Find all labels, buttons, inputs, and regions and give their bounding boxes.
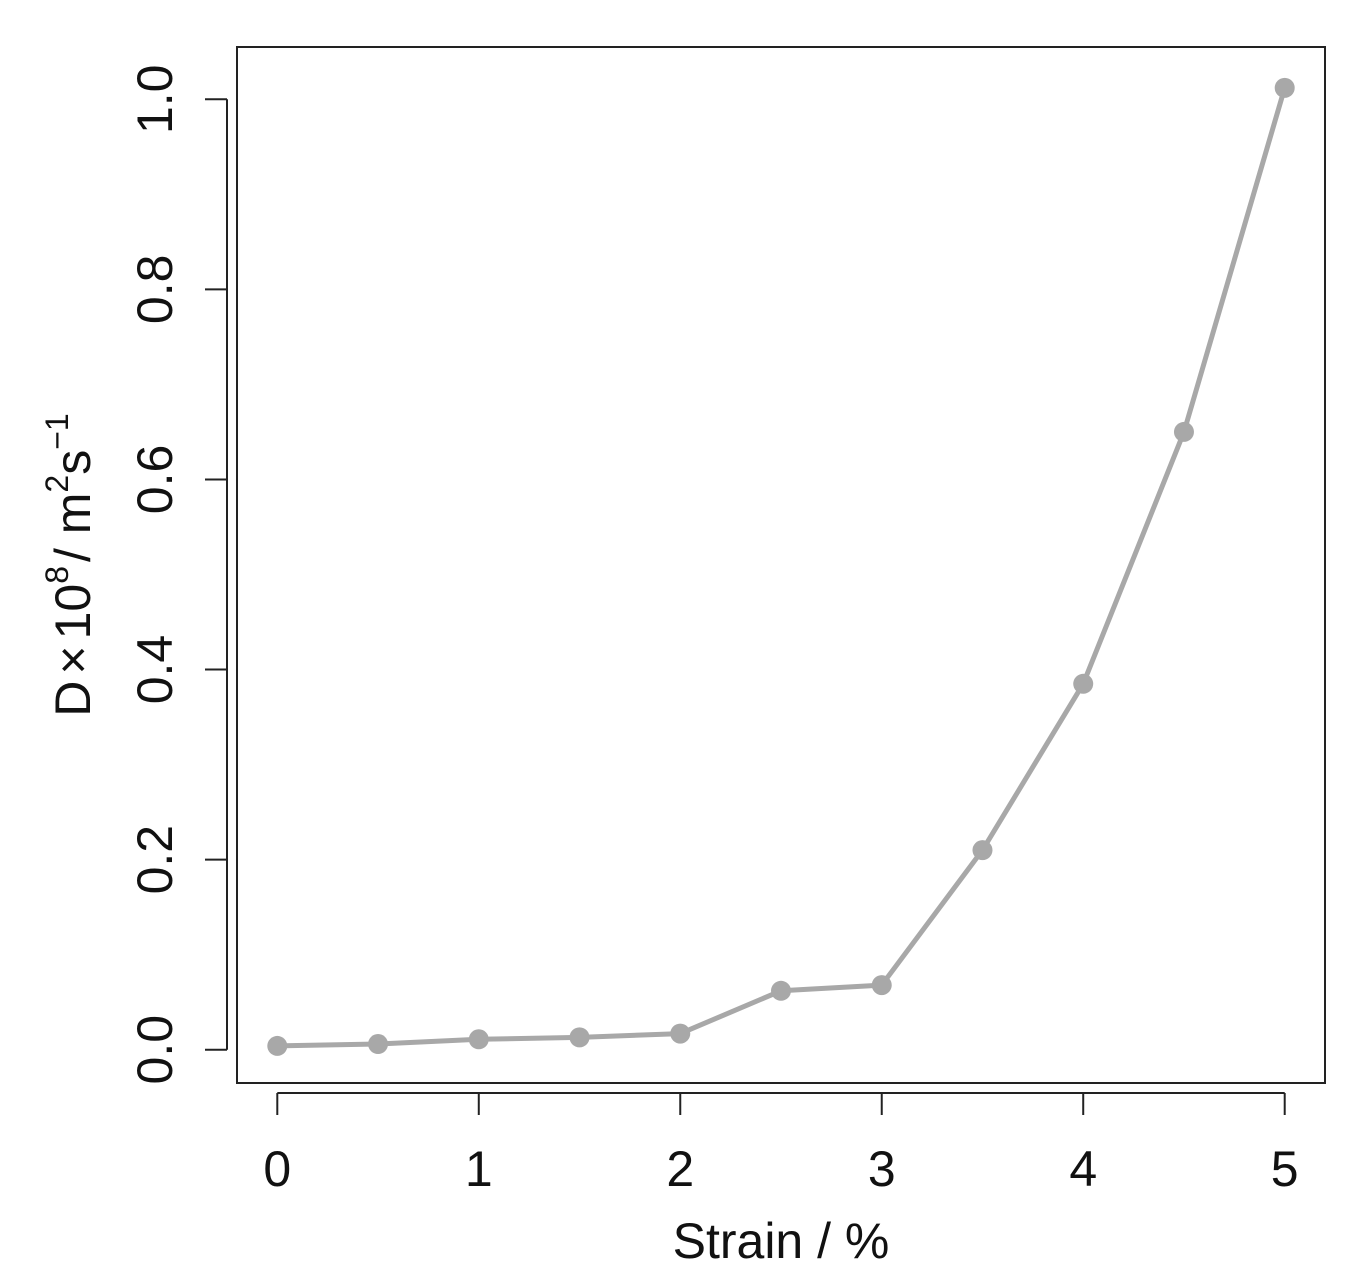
x-tick-label: 1 (465, 1141, 493, 1197)
data-point (972, 840, 993, 861)
x-tick-label: 0 (263, 1141, 291, 1197)
y-axis: 0.0 0.2 0.4 0.6 0.8 1.0 (127, 65, 228, 1085)
y-tick-label: 0.0 (127, 1015, 183, 1085)
y-title-ten: 10 (45, 584, 101, 640)
y-tick-label: 0.4 (127, 635, 183, 705)
data-point (1274, 77, 1295, 98)
data-point (368, 1034, 389, 1055)
series-layer (267, 77, 1295, 1056)
data-point (771, 980, 791, 1001)
x-tick-label: 4 (1069, 1141, 1097, 1197)
y-title-unit-m: / m (45, 493, 101, 562)
y-tick-label: 0.8 (127, 255, 183, 325)
x-tick-label: 2 (666, 1141, 694, 1197)
y-title-exp-neg1: −1 (39, 413, 75, 449)
y-title-unit-s: s (45, 450, 101, 475)
data-point (1073, 673, 1094, 694)
plot-frame (236, 46, 1326, 1084)
y-title-base: D (45, 681, 101, 717)
y-tick-label: 1.0 (127, 65, 183, 135)
data-point (871, 975, 892, 996)
y-title-exp2: 2 (39, 475, 75, 493)
data-point (670, 1023, 691, 1044)
x-axis-title: Strain / % (673, 1213, 890, 1269)
data-point (569, 1027, 590, 1048)
data-point (267, 1035, 288, 1056)
x-tick-label: 3 (868, 1141, 896, 1197)
x-axis: 0 1 2 3 4 5 (263, 1092, 1299, 1197)
x-tick-label: 5 (1271, 1141, 1299, 1197)
series-line (277, 87, 1288, 1049)
y-title-exp8: 8 (39, 566, 75, 584)
y-axis-title: D × 108 / m2s−1 (39, 413, 101, 716)
y-tick-label: 0.2 (127, 825, 183, 895)
y-tick-label: 0.6 (127, 445, 183, 515)
y-title-times: × (45, 645, 101, 674)
data-point (468, 1029, 489, 1050)
data-point (1173, 421, 1194, 442)
